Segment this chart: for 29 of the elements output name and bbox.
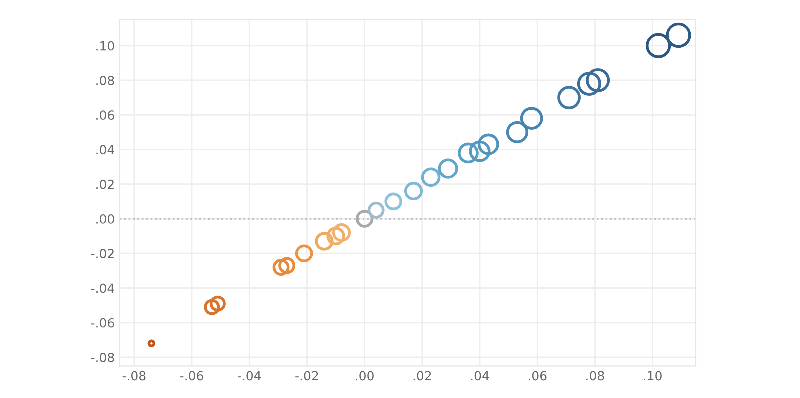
y-tick-label: .06 xyxy=(96,110,114,120)
x-tick-label: -.08 xyxy=(122,371,146,381)
x-tick-label: .08 xyxy=(586,371,604,381)
y-tick-label: .10 xyxy=(96,41,114,51)
x-tick-label: .00 xyxy=(356,371,374,381)
y-tick-label: .00 xyxy=(96,214,114,224)
y-tick-label: -.02 xyxy=(91,249,114,259)
point xyxy=(421,168,441,188)
x-tick-label: .02 xyxy=(414,371,432,381)
y-tick-label: -.06 xyxy=(91,318,114,328)
y-tick-label: .02 xyxy=(96,180,114,190)
y-tick-label: .08 xyxy=(96,76,114,86)
point xyxy=(438,158,458,179)
point xyxy=(384,192,402,211)
x-tick-label: .06 xyxy=(528,371,547,381)
y-tick-label: -.08 xyxy=(91,352,114,362)
x-tick-label: .04 xyxy=(471,371,490,381)
x-tick-label: -.04 xyxy=(238,371,262,381)
x-tick-label: -.06 xyxy=(180,371,204,381)
x-tick-label: .10 xyxy=(644,371,662,381)
y-tick-label: -.04 xyxy=(91,284,114,294)
point xyxy=(458,142,479,164)
point xyxy=(295,244,314,263)
point xyxy=(404,182,424,201)
x-tick-label: -.02 xyxy=(296,371,318,381)
y-tick-label: .04 xyxy=(96,145,114,155)
point xyxy=(332,224,352,242)
point xyxy=(315,232,334,251)
point xyxy=(326,227,346,246)
